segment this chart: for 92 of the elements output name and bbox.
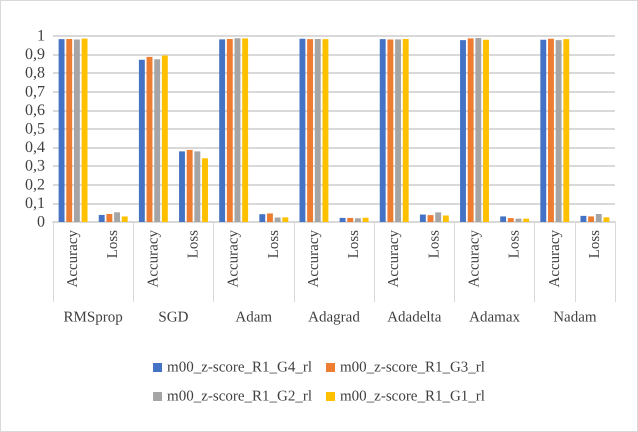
y-tick-label: 0 (37, 214, 45, 230)
bar (322, 39, 328, 222)
bar (548, 38, 554, 222)
y-tick-label: 0,7 (25, 83, 45, 100)
bar (387, 40, 394, 222)
y-tick-label: 0,9 (25, 46, 45, 64)
text: Adagrad (308, 310, 360, 326)
bar (106, 214, 112, 222)
x-tick-label: Accuracy (226, 230, 242, 288)
y-tick-label: 0,8 (25, 64, 45, 82)
bar (500, 216, 506, 222)
y-tick-label: 1 (37, 28, 45, 44)
bar (267, 213, 273, 222)
x-tick-label: Accuracy (466, 230, 482, 288)
bar (508, 218, 514, 222)
x-tick-label: Accuracy (306, 230, 322, 288)
text: SGD (158, 310, 189, 326)
bar (556, 40, 562, 222)
x-tick-label: Loss (186, 230, 202, 258)
bar (483, 40, 489, 222)
bar (420, 214, 426, 222)
x-tick-label: Loss (506, 230, 523, 258)
y-tick-label: 0,4 (25, 139, 45, 156)
bar (122, 216, 128, 222)
bar (274, 218, 281, 222)
x-tick-label: Loss (586, 230, 603, 258)
bar (380, 39, 386, 222)
bar (588, 216, 594, 222)
text: RMSprop (64, 310, 123, 326)
y-tick-label: 0,1 (25, 194, 45, 212)
y-tick-label: 0,3 (25, 158, 45, 175)
x-tick-label: Loss (346, 230, 362, 258)
bar (154, 59, 160, 222)
bar (460, 40, 466, 222)
bar (603, 217, 610, 222)
bar (307, 39, 314, 222)
legend-label: m00_z-score_R1_G3_rl (340, 360, 485, 376)
bar (580, 216, 586, 222)
bar (58, 39, 65, 222)
bar (354, 218, 361, 222)
bar (395, 39, 401, 222)
bar (66, 38, 72, 222)
bar (114, 212, 120, 222)
bar (82, 38, 88, 222)
text: Nadam (553, 310, 597, 326)
bar (516, 218, 522, 222)
x-tick-label: Loss (426, 230, 442, 258)
x-tick-label: Accuracy (546, 230, 563, 288)
legend-label: m00_z-score_R1_G2_rl (167, 388, 312, 404)
x-tick-label: Loss (105, 230, 122, 258)
bar (98, 214, 105, 222)
text: Adadelta (387, 310, 442, 326)
bar (428, 215, 434, 222)
legend-label: m00_z-score_R1_G4_rl (167, 360, 312, 376)
bar (202, 158, 208, 222)
bar (299, 38, 306, 222)
bar (138, 60, 145, 222)
text: Adamax (469, 310, 520, 326)
bar (234, 38, 240, 222)
y-tick-label: 0,2 (25, 176, 45, 194)
text: Adam (235, 310, 272, 326)
bar (242, 38, 248, 222)
y-tick-label: 0,6 (25, 102, 45, 119)
bar (563, 39, 570, 222)
x-tick-label: Accuracy (386, 230, 402, 288)
bar (540, 40, 546, 222)
y-tick-label: 0,5 (25, 120, 45, 138)
bar (146, 56, 152, 222)
bar (314, 38, 321, 222)
bar (402, 38, 409, 222)
bar (468, 38, 474, 222)
bar (282, 217, 288, 222)
bar (259, 214, 266, 222)
x-tick-label: Accuracy (65, 230, 82, 288)
bar (179, 151, 185, 222)
x-tick-label: Loss (266, 230, 282, 258)
bar (347, 218, 354, 222)
bar (226, 38, 233, 222)
bar (442, 215, 449, 222)
bar (475, 38, 482, 222)
bar (523, 218, 530, 222)
bar (435, 212, 442, 222)
bar (194, 151, 200, 222)
x-tick-label: Accuracy (145, 230, 162, 288)
bar (74, 40, 80, 222)
bar (219, 39, 226, 222)
bar (186, 150, 193, 222)
bar (162, 56, 168, 222)
bar (596, 214, 602, 222)
bar (362, 218, 369, 222)
legend-label: m00_z-score_R1_G1_rl (340, 388, 485, 404)
bar (340, 218, 346, 222)
